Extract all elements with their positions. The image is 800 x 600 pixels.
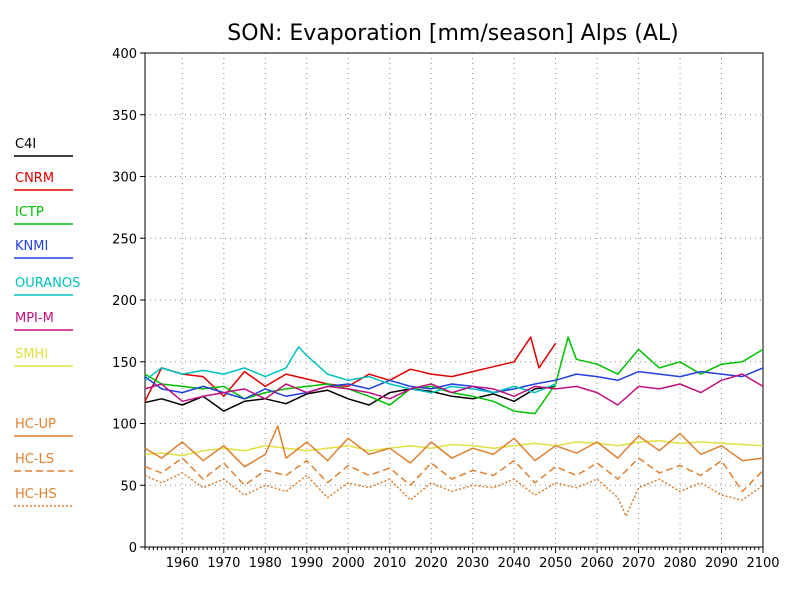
x-tick-label: 1970 bbox=[207, 556, 240, 571]
y-tick-label: 150 bbox=[112, 356, 137, 371]
y-tick-label: 350 bbox=[112, 109, 137, 124]
legend-label-cnrm: CNRM bbox=[15, 171, 54, 186]
x-tick-label: 2050 bbox=[539, 556, 572, 571]
legend-label-hc-ls: HC-LS bbox=[15, 452, 54, 467]
legend-label-ictp: ICTP bbox=[15, 205, 44, 220]
series-line-mpi-m bbox=[144, 373, 764, 406]
x-tick-label: 2020 bbox=[415, 556, 448, 571]
series-line-knmi bbox=[144, 367, 764, 400]
series-lines bbox=[144, 336, 764, 517]
legend-label-smhi: SMHI bbox=[15, 347, 48, 362]
x-tick-label: 2100 bbox=[746, 556, 779, 571]
x-tick-label: 2000 bbox=[332, 556, 365, 571]
legend-label-ouranos: OURANOS bbox=[15, 276, 80, 291]
series-line-cnrm bbox=[144, 336, 557, 402]
legend-label-hc-up: HC-UP bbox=[15, 417, 56, 432]
series-line-hc-up bbox=[144, 425, 764, 468]
x-tick-label: 1990 bbox=[290, 556, 323, 571]
series-line-c4i bbox=[144, 385, 556, 412]
series-line-smhi bbox=[144, 440, 764, 457]
y-tick-label: 100 bbox=[112, 418, 137, 433]
x-tick-label: 2010 bbox=[373, 556, 406, 571]
y-tick-label: 300 bbox=[112, 171, 137, 186]
legend-label-hc-hs: HC-HS bbox=[15, 487, 57, 502]
series-line-hc-ls bbox=[144, 457, 764, 493]
x-tick-label: 2030 bbox=[456, 556, 489, 571]
series-line-hc-hs bbox=[144, 472, 764, 517]
legend-label-c4i: C4I bbox=[15, 137, 36, 152]
y-tick-label: 250 bbox=[112, 232, 137, 247]
x-tick-label: 2040 bbox=[498, 556, 531, 571]
x-tick-label: 2070 bbox=[622, 556, 655, 571]
legend: C4I CNRM ICTP KNMI OURANOS MPI-M SMHI HC-UP HC-L… bbox=[14, 137, 80, 507]
legend-label-mpi-m: MPI-M bbox=[15, 311, 54, 326]
series-line-ouranos bbox=[144, 346, 556, 394]
y-tick-label: 400 bbox=[112, 47, 137, 62]
x-tick-label: 2090 bbox=[705, 556, 738, 571]
x-tick-label: 1980 bbox=[249, 556, 282, 571]
y-tick-label: 0 bbox=[129, 541, 137, 556]
x-tick-label: 2060 bbox=[581, 556, 614, 571]
y-tick-label: 50 bbox=[120, 479, 137, 494]
grid bbox=[145, 53, 763, 547]
x-tick-label: 1960 bbox=[166, 556, 199, 571]
y-tick-label: 200 bbox=[112, 294, 137, 309]
x-tick-label: 2080 bbox=[664, 556, 697, 571]
legend-label-knmi: KNMI bbox=[15, 239, 48, 254]
chart-title: SON: Evaporation [mm/season] Alps (AL) bbox=[227, 21, 678, 46]
axes: 0 50 100 150 200 250 300 350 400 1960 1970 1980 1990… bbox=[112, 47, 779, 571]
